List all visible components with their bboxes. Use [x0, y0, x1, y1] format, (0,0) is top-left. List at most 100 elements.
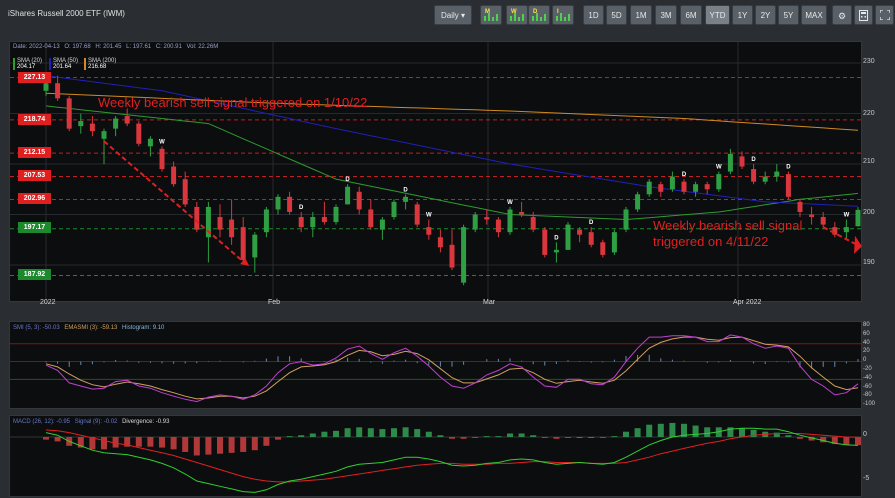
macd-chart [10, 422, 863, 493]
macd-divergence-bar [321, 431, 328, 437]
candle-body [820, 217, 826, 225]
macd-divergence-bar [831, 437, 838, 445]
settings-icon[interactable]: ⚙ [832, 5, 852, 25]
candle-body [646, 181, 652, 195]
smi-axis-tick: 60 [863, 330, 870, 337]
macd-divergence-bar [460, 437, 467, 439]
signal-marker: W [844, 213, 850, 219]
candle-body [797, 201, 803, 212]
macd-divergence-bar [147, 437, 154, 447]
smi-axis-tick: -80 [863, 392, 872, 399]
signal-marker: D [682, 172, 687, 178]
candle-body [287, 196, 293, 212]
price-chart: W D D D W W D D D W D D W [10, 42, 863, 303]
macd-divergence-bar [797, 437, 803, 439]
candle-body [519, 211, 525, 215]
signal-marker: W [159, 139, 165, 145]
smi-panel[interactable] [9, 321, 863, 409]
trend-arrow [103, 140, 248, 266]
candle-body [449, 244, 455, 268]
signal-marker: W [507, 200, 513, 206]
candle-body [437, 237, 443, 248]
fullscreen-icon[interactable] [875, 5, 894, 25]
range-max[interactable]: MAX [801, 5, 827, 25]
macd-divergence-bar [773, 432, 780, 437]
macd-divergence-bar [379, 429, 386, 437]
macd-divergence-bar [286, 436, 293, 438]
macd-divergence-bar [112, 437, 119, 448]
arrow-head [240, 258, 250, 266]
range-1m[interactable]: 1M [630, 5, 652, 25]
signal-marker: W [716, 165, 722, 171]
ohlc-readout: Date: 2022-04-13 O: 197.68 H: 201.45 L: … [13, 44, 219, 50]
x-axis-label: Mar [483, 299, 496, 306]
range-1d[interactable]: 1D [583, 5, 604, 25]
candle-body [171, 166, 177, 185]
candle-body [553, 249, 559, 253]
sma-line [45, 105, 859, 221]
candle-body [403, 196, 409, 202]
smi-chart [10, 334, 863, 403]
range-3m[interactable]: 3M [655, 5, 677, 25]
candle-body [205, 206, 211, 238]
candle-body [240, 227, 246, 260]
candle-body [368, 209, 374, 228]
macd-legend: MACD (26, 12): -0.95 Signal (9): -0.02 D… [13, 419, 170, 425]
macd-divergence-bar [855, 437, 861, 446]
range-5y[interactable]: 5Y [778, 5, 799, 25]
candle-body [426, 227, 432, 235]
annotation-first-signal: Weekly bearish sell signal triggered on … [98, 95, 368, 110]
candle-body [507, 209, 513, 233]
macd-divergence-bar [541, 437, 548, 438]
smi-axis-tick: 80 [863, 322, 870, 328]
range-ytd[interactable]: YTD [705, 5, 730, 25]
macd-divergence-bar [367, 428, 374, 437]
candle-body [252, 234, 258, 258]
signal-marker: D [589, 220, 594, 226]
pattern-button-m[interactable]: M [480, 5, 502, 25]
price-panel[interactable]: W D D D W W D D D W D D W [9, 41, 863, 303]
interval-dropdown[interactable]: Daily ▾ [434, 5, 472, 25]
candle-body [588, 232, 594, 245]
macd-divergence-bar [576, 437, 583, 438]
candle-body [751, 169, 757, 182]
range-1y[interactable]: 1Y [732, 5, 753, 25]
macd-divergence-bar [425, 431, 432, 437]
macd-divergence-bar [657, 423, 664, 437]
candle-body [461, 227, 467, 283]
macd-divergence-bar [507, 433, 513, 437]
candle-body [774, 171, 780, 177]
macd-divergence-bar [739, 428, 745, 437]
signal-marker: D [751, 157, 756, 163]
candle-body [716, 174, 722, 190]
range-5d[interactable]: 5D [606, 5, 627, 25]
range-2y[interactable]: 2Y [755, 5, 776, 25]
pattern-button-d[interactable]: D [528, 5, 550, 25]
candle-body [693, 184, 699, 192]
macd-divergence-bar [333, 430, 339, 437]
macd-panel[interactable] [9, 415, 863, 497]
macd-divergence-bar [182, 437, 189, 452]
pattern-button-i[interactable]: I [552, 5, 574, 25]
macd-signal-line [45, 429, 859, 483]
sma-line [45, 92, 859, 131]
macd-divergence-bar [599, 437, 606, 438]
macd-divergence-bar [309, 433, 316, 437]
candle-body [530, 217, 536, 230]
range-6m[interactable]: 6M [680, 5, 702, 25]
signal-marker: W [426, 213, 432, 219]
calculator-icon[interactable] [854, 5, 873, 25]
candle-body [89, 123, 95, 132]
interval-label: Daily [440, 11, 459, 20]
smi-axis-tick: 20 [863, 348, 870, 355]
candle-body [182, 179, 188, 205]
pattern-button-w[interactable]: W [506, 5, 528, 25]
macd-divergence-bar [135, 437, 142, 447]
candle-body [542, 229, 548, 255]
macd-divergence-bar [298, 435, 305, 437]
sma-line [45, 75, 859, 207]
signal-marker: D [403, 187, 408, 193]
macd-divergence-bar [681, 423, 687, 437]
macd-divergence-bar [217, 437, 223, 454]
x-axis-label: 2022 [40, 299, 56, 306]
